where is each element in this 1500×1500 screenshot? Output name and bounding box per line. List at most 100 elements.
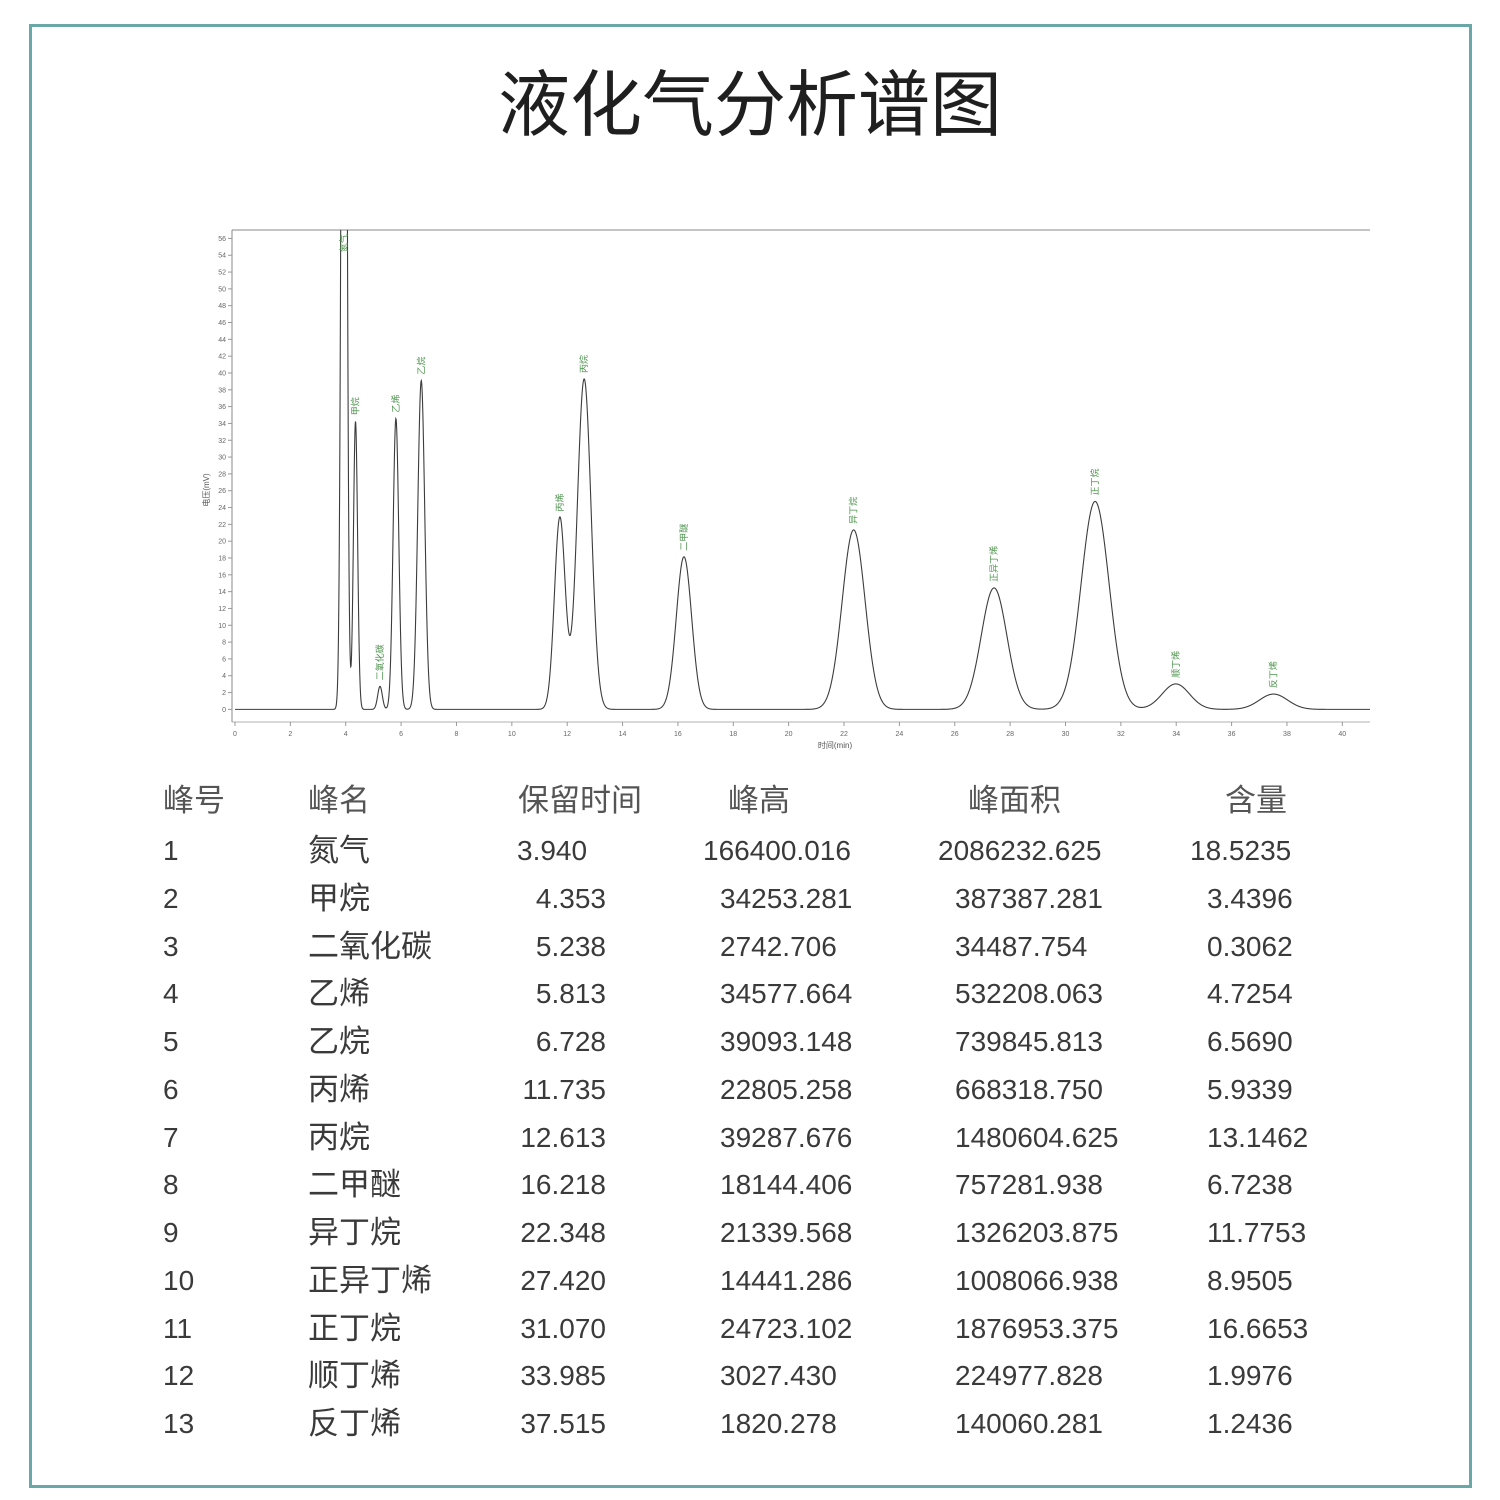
y-tick-label: 0 [222, 707, 226, 714]
chromatogram-chart: 0 2 4 6 8 10 12 14 16 18 20 22 24 26 28 30 32 34 36 38 40 02… [201, 229, 1370, 750]
x-tick-label: 32 [1117, 731, 1125, 738]
peak-height-cell: 21339.568 [720, 1217, 853, 1248]
x-tick-label: 12 [563, 731, 571, 738]
peak-number-cell: 6 [163, 1073, 179, 1105]
peak-area-cell: 387387.281 [955, 882, 1103, 914]
retention-time-cell: 3.940 [517, 835, 588, 866]
table-row: 10 正异丁烯 27.420 14441.286 1008066.938 8.9505 [0, 1263, 1500, 1299]
x-tick-label: 26 [951, 731, 959, 738]
retention-time-cell: 4.353 [535, 882, 606, 914]
x-tick-label: 18 [729, 731, 737, 738]
y-tick-label: 6 [222, 656, 226, 663]
content-cell: 18.5235 [1190, 835, 1292, 866]
peak-name-cell: 反丁烯 [308, 1406, 401, 1442]
peak-area-cell: 757281.938 [955, 1169, 1103, 1201]
header-peak-number: 峰号 [163, 783, 225, 819]
y-tick-label: 30 [218, 455, 226, 462]
y-tick-label: 22 [218, 522, 226, 529]
peak-area-cell: 140060.281 [955, 1408, 1103, 1439]
peak-height-cell: 3027.430 [720, 1360, 837, 1392]
peak-label: 丙烷 [578, 355, 589, 373]
table-header: 峰号 峰名 保留时间 峰高 峰面积 含量 [0, 781, 1500, 821]
content-cell: 8.9505 [1207, 1264, 1293, 1296]
peak-height-cell: 39287.676 [720, 1121, 853, 1153]
x-tick-label: 20 [785, 731, 793, 738]
peak-label: 丙烯 [554, 494, 565, 512]
y-tick-label: 38 [218, 387, 226, 394]
peak-area-cell: 2086232.625 [938, 835, 1102, 866]
peak-height-cell: 166400.016 [703, 835, 851, 866]
retention-time-cell: 27.420 [520, 1264, 606, 1296]
peak-name-cell: 二氧化碳 [308, 928, 432, 965]
content-cell: 4.7254 [1207, 978, 1293, 1010]
y-axis-label: 电压(mV) [201, 473, 211, 507]
peak-name-cell: 正异丁烯 [308, 1262, 432, 1299]
x-tick-label: 34 [1172, 731, 1180, 738]
content-cell: 1.2436 [1207, 1408, 1293, 1439]
y-tick-label: 12 [218, 606, 226, 613]
y-tick-label: 54 [218, 253, 226, 260]
peak-name-cell: 丙烯 [308, 1071, 370, 1108]
peak-name-cell: 异丁烷 [308, 1215, 401, 1251]
table-row: 13 反丁烯 37.515 1820.278 140060.281 1.2436 [0, 1406, 1500, 1442]
table-row: 9 异丁烷 22.348 21339.568 1326203.875 11.7753 [0, 1215, 1500, 1251]
peak-height-cell: 2742.706 [720, 930, 837, 962]
y-tick-label: 42 [218, 354, 226, 361]
y-tick-label: 20 [218, 539, 226, 546]
peak-area-cell: 224977.828 [955, 1360, 1103, 1392]
peak-number-cell: 12 [163, 1360, 195, 1392]
y-tick-label: 52 [218, 270, 226, 277]
content-cell: 11.7753 [1207, 1217, 1307, 1248]
x-tick-label: 6 [399, 731, 403, 738]
peak-name-cell: 正丁烷 [308, 1310, 401, 1347]
peak-label: 正异丁烯 [988, 546, 999, 582]
retention-time-cell: 5.813 [535, 978, 606, 1010]
peak-area-cell: 1326203.875 [955, 1217, 1119, 1248]
y-tick-label: 34 [218, 421, 226, 428]
x-tick-label: 8 [455, 731, 459, 738]
x-axis-label: 时间(min) [818, 740, 853, 750]
retention-time-cell: 5.238 [535, 930, 606, 962]
content-cell: 0.3062 [1207, 930, 1293, 962]
y-tick-label: 46 [218, 320, 226, 327]
peak-name-cell: 氮气 [308, 833, 370, 869]
content-cell: 1.9976 [1207, 1360, 1293, 1392]
peak-height-cell: 1820.278 [720, 1408, 837, 1439]
peak-label: 正丁烷 [1089, 468, 1100, 495]
peak-area-cell: 1008066.938 [955, 1264, 1119, 1296]
x-tick-label: 14 [619, 731, 627, 738]
peak-label: 顺丁烯 [1170, 651, 1181, 678]
x-axis-ticks: 0 2 4 6 8 10 12 14 16 18 20 22 24 26 28 30 32 34 36 38 40 [233, 722, 1346, 738]
table-row: 8 二甲醚 16.218 18144.406 757281.938 6.7238 [0, 1167, 1500, 1203]
table-row: 4 乙烯 5.813 34577.664 532208.063 4.7254 [0, 976, 1500, 1012]
table-row: 6 丙烯 11.735 22805.258 668318.750 5.9339 [0, 1072, 1500, 1108]
peak-height-cell: 34253.281 [720, 882, 853, 914]
page-frame [29, 24, 1472, 1488]
peak-number-cell: 8 [163, 1169, 179, 1201]
retention-time-cell: 33.985 [520, 1360, 606, 1392]
retention-time-cell: 22.348 [520, 1217, 606, 1248]
retention-time-cell: 6.728 [535, 1026, 606, 1057]
header-content: 含量 [1225, 783, 1287, 819]
peak-number-cell: 9 [163, 1217, 179, 1248]
page-title: 液化气分析谱图 [497, 63, 1002, 147]
peak-name-cell: 甲烷 [308, 880, 370, 917]
y-tick-label: 14 [218, 589, 226, 596]
content-cell: 6.7238 [1207, 1169, 1293, 1201]
peak-height-cell: 24723.102 [720, 1312, 853, 1344]
peak-label: 反丁烯 [1268, 661, 1279, 688]
peak-number-cell: 2 [163, 882, 179, 914]
peak-area-cell: 1480604.625 [955, 1121, 1119, 1153]
x-tick-label: 10 [508, 731, 516, 738]
header-peak-height: 峰高 [728, 783, 790, 819]
peak-label: 异丁烷 [848, 497, 859, 524]
table-row: 3 二氧化碳 5.238 2742.706 34487.754 0.3062 [0, 929, 1500, 965]
x-tick-label: 36 [1228, 731, 1236, 738]
x-tick-label: 24 [895, 731, 903, 738]
retention-time-cell: 16.218 [520, 1169, 606, 1201]
table-row: 5 乙烷 6.728 39093.148 739845.813 6.5690 [0, 1024, 1500, 1060]
peak-name-cell: 丙烷 [308, 1119, 370, 1156]
y-tick-label: 2 [222, 690, 226, 697]
signal-trace [235, 230, 1370, 710]
peak-number-cell: 13 [163, 1408, 195, 1439]
